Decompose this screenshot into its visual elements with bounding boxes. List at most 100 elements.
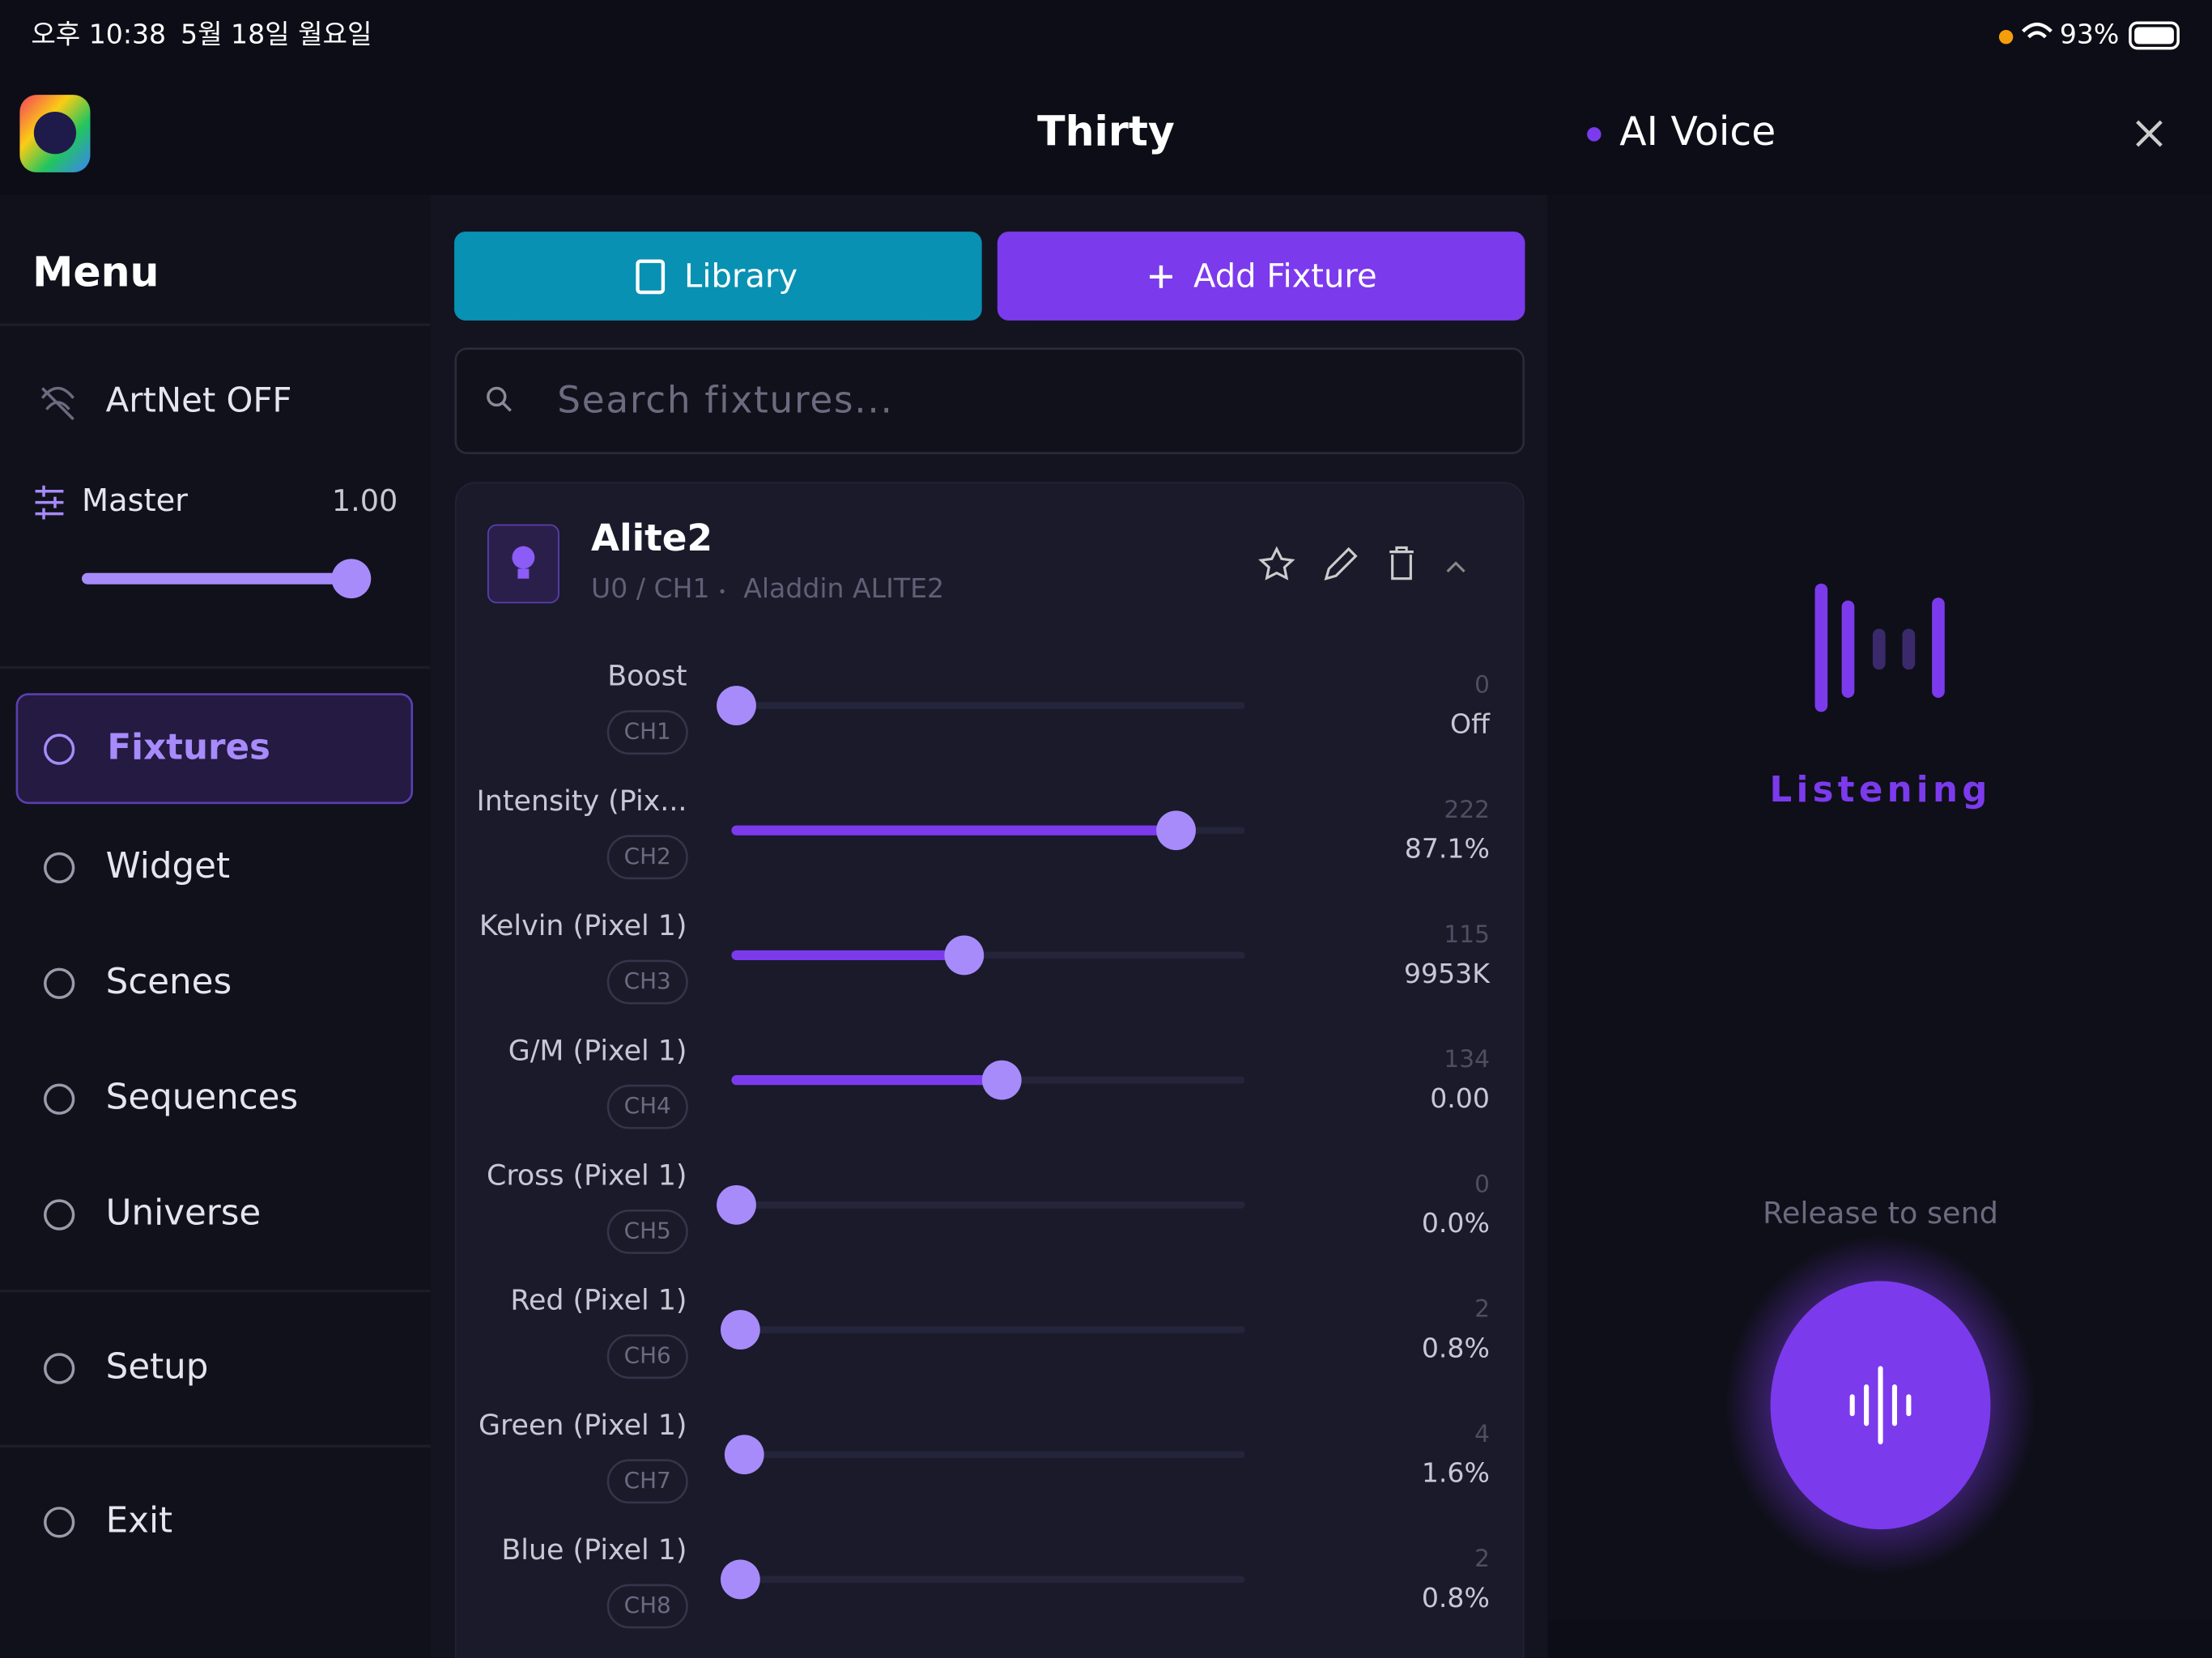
menu-item[interactable]: Setup	[106, 1346, 209, 1387]
channel-name: G/M (Pixel 1)	[508, 1035, 687, 1067]
library-label: Library	[684, 258, 798, 295]
slider-knob[interactable]	[717, 686, 756, 725]
edit-button[interactable]	[1324, 546, 1358, 581]
battery-icon	[2129, 21, 2180, 50]
channel-display: 87.1%	[1405, 833, 1490, 865]
battery-percent: 93%	[2060, 18, 2120, 49]
menu-item[interactable]: Universe	[106, 1193, 262, 1234]
search-box[interactable]	[454, 347, 1525, 454]
channel-raw: 0	[1474, 1170, 1490, 1197]
favorite-button[interactable]	[1258, 546, 1295, 580]
search-icon-handle	[501, 401, 512, 412]
channel-number: CH7	[624, 1467, 671, 1494]
channel-name: Blue (Pixel 1)	[501, 1534, 687, 1567]
wifi-icon	[2021, 22, 2052, 39]
channel-pill	[606, 1209, 688, 1254]
slider-knob[interactable]	[981, 1060, 1022, 1100]
channel-name: Cross (Pixel 1)	[487, 1159, 687, 1192]
channel-name: Red (Pixel 1)	[510, 1285, 687, 1317]
fixture-model: Aladdin ALITE2	[743, 572, 944, 604]
search-placeholder: Search fixtures...	[557, 378, 893, 421]
fixture-bulb	[512, 546, 535, 569]
library-icon	[636, 259, 666, 295]
channel-display: 0.8%	[1422, 1582, 1490, 1613]
master-knob[interactable]	[331, 559, 372, 599]
channel-display: 0.0%	[1422, 1207, 1490, 1239]
artnet-icon	[40, 386, 74, 421]
delete-button[interactable]	[1389, 546, 1414, 580]
channel-number: CH5	[624, 1217, 671, 1244]
channel-raw: 0	[1474, 671, 1490, 699]
channel-display: 0.8%	[1422, 1332, 1490, 1363]
channel-name: Kelvin (Pixel 1)	[479, 910, 687, 942]
close-button[interactable]	[2136, 120, 2163, 147]
channel-number: CH1	[624, 718, 671, 745]
channel-display: 1.6%	[1422, 1457, 1490, 1489]
menu-icon	[44, 1507, 75, 1538]
menu-icon	[44, 1353, 75, 1384]
active-item-bg	[15, 693, 414, 805]
channel-name: Boost	[607, 661, 687, 693]
slider-knob[interactable]	[1156, 810, 1196, 851]
channel-pill	[606, 959, 688, 1005]
channel-pill	[606, 1459, 688, 1504]
voice-dot	[1587, 127, 1602, 142]
library-button[interactable]	[454, 232, 982, 321]
menu-item[interactable]: Sequences	[106, 1078, 299, 1118]
add-fixture-label: Add Fixture	[1193, 258, 1377, 295]
menu-item[interactable]: Fixtures	[107, 728, 270, 768]
channel-display: Off	[1450, 708, 1491, 739]
menu-icon	[44, 733, 75, 765]
voice-panel-title: AI Voice	[1619, 108, 1776, 155]
menu-icon	[44, 1199, 75, 1231]
sidebar	[0, 194, 431, 1658]
add-fixture-button[interactable]	[997, 232, 1525, 321]
menu-title: Menu	[32, 249, 159, 296]
separator-dot	[720, 589, 725, 594]
master-value: 1.00	[332, 483, 398, 518]
search-icon	[487, 386, 507, 407]
channel-number: CH8	[624, 1592, 671, 1618]
channel-raw: 115	[1444, 920, 1490, 948]
slider-knob[interactable]	[944, 935, 985, 976]
voice-hint: Release to send	[1763, 1196, 1998, 1231]
channel-raw: 222	[1444, 796, 1490, 823]
channel-name: Green (Pixel 1)	[479, 1409, 687, 1442]
channel-raw: 4	[1474, 1420, 1490, 1448]
channel-display: 0.00	[1430, 1082, 1490, 1114]
voice-status: Listening	[1770, 770, 1992, 810]
status-date: 5월 18일 월요일	[181, 18, 372, 49]
channel-pill	[606, 1584, 688, 1629]
menu-item[interactable]: Widget	[106, 846, 230, 886]
collapse-button[interactable]	[1446, 561, 1465, 573]
channel-raw: 2	[1474, 1545, 1490, 1572]
mic-indicator	[1998, 29, 2014, 45]
master-icon	[35, 485, 64, 520]
status-time: 오후 10:38	[31, 18, 166, 49]
slider-knob[interactable]	[724, 1435, 764, 1475]
header-title: Thirty	[1037, 107, 1175, 155]
fixture-name: Alite2	[591, 517, 713, 559]
artnet-toggle[interactable]: ArtNet OFF	[106, 380, 292, 419]
slider-knob[interactable]	[721, 1310, 760, 1350]
battery-level	[2134, 27, 2174, 45]
fixture-bulb-base	[517, 568, 530, 579]
channel-pill	[606, 710, 688, 755]
channel-raw: 134	[1444, 1045, 1490, 1073]
master-label: Master	[82, 483, 188, 519]
menu-icon	[44, 1083, 75, 1115]
fixture-address: U0 / CH1	[591, 572, 710, 604]
channel-raw: 2	[1474, 1295, 1490, 1323]
slider-knob[interactable]	[721, 1559, 760, 1600]
plus-icon	[1150, 265, 1172, 288]
channel-pill	[606, 1084, 688, 1129]
app-icon-inner	[33, 112, 77, 155]
menu-item[interactable]: Scenes	[106, 962, 232, 1002]
menu-item[interactable]: Exit	[106, 1500, 172, 1541]
slider-knob[interactable]	[717, 1184, 756, 1225]
channel-number: CH6	[624, 1342, 671, 1369]
channel-number: CH4	[624, 1092, 671, 1119]
channel-number: CH2	[624, 843, 671, 869]
menu-icon	[44, 852, 75, 884]
